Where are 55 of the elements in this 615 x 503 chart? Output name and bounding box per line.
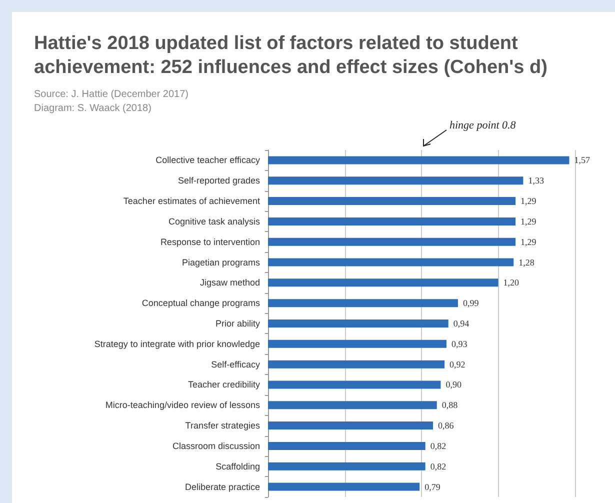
data-label: 1,29 xyxy=(520,236,537,247)
data-label: 1,20 xyxy=(503,278,520,288)
data-label: 0,92 xyxy=(450,359,466,370)
chart-title: Hattie's 2018 updated list of factors related to student achievement: 252 influences and effect sizes (Cohen's d) xyxy=(34,32,548,80)
bar xyxy=(268,176,524,185)
y-tick-label: Deliberate practice xyxy=(184,482,260,492)
data-label: 0,88 xyxy=(442,400,458,410)
data-label: 1,29 xyxy=(520,216,537,226)
data-label: 0,90 xyxy=(446,380,462,390)
y-tick-label: Jigsaw method xyxy=(200,278,260,288)
bar xyxy=(268,217,516,226)
y-tick-label: Conceptual change programs xyxy=(142,298,260,308)
source-note: Source: J. Hattie (December 2017) xyxy=(34,88,189,102)
bar xyxy=(268,278,498,287)
data-label: 0,79 xyxy=(424,482,441,492)
bar xyxy=(268,197,516,206)
y-tick-label: Collective teacher efficacy xyxy=(156,155,260,166)
data-label: 0,82 xyxy=(430,461,446,472)
bar xyxy=(268,320,448,328)
bar xyxy=(268,380,441,389)
bar xyxy=(268,482,420,491)
bar xyxy=(268,258,514,266)
bar xyxy=(268,360,445,368)
y-tick-label: Strategy to integrate with prior knowledge xyxy=(94,338,260,349)
bar xyxy=(268,299,458,308)
y-tick-label: Piagetian programs xyxy=(182,257,260,268)
data-label: 0,86 xyxy=(438,420,454,431)
y-tick-label: Prior ability xyxy=(215,318,260,328)
data-label: 1,57 xyxy=(574,155,590,166)
data-label: 0,93 xyxy=(451,338,468,349)
y-tick-label: Self-reported grades xyxy=(178,176,260,186)
y-tick-label: Transfer strategies xyxy=(185,420,260,431)
bar xyxy=(268,442,426,450)
bar xyxy=(268,156,570,164)
data-label: 0,94 xyxy=(453,318,470,328)
text: Diagram: S. Waack (2018) xyxy=(34,102,152,116)
data-label: 1,28 xyxy=(518,257,535,268)
data-label: 0,99 xyxy=(462,298,480,308)
data-label: 1,33 xyxy=(528,176,544,186)
data-label: 1,29 xyxy=(520,196,537,206)
y-tick-label: Response to intervention xyxy=(160,236,260,247)
y-tick-label: Teacher credibility xyxy=(188,380,260,390)
bar xyxy=(268,401,437,410)
data-label: 0,82 xyxy=(430,440,446,451)
y-tick-label: Micro-teaching/video review of lessons xyxy=(105,400,260,410)
y-tick-label: Teacher estimates of achievement xyxy=(123,196,260,206)
text: hinge point 0.8 xyxy=(450,120,516,132)
y-tick-label: Scaffolding xyxy=(216,461,260,472)
y-tick-label: Self-efficacy xyxy=(211,359,260,370)
bar xyxy=(268,422,434,430)
y-tick-label: Classroom discussion xyxy=(172,440,260,451)
bar xyxy=(268,238,516,246)
bar xyxy=(268,340,446,348)
bar xyxy=(268,462,426,470)
y-tick-label: Cognitive task analysis xyxy=(168,216,260,226)
